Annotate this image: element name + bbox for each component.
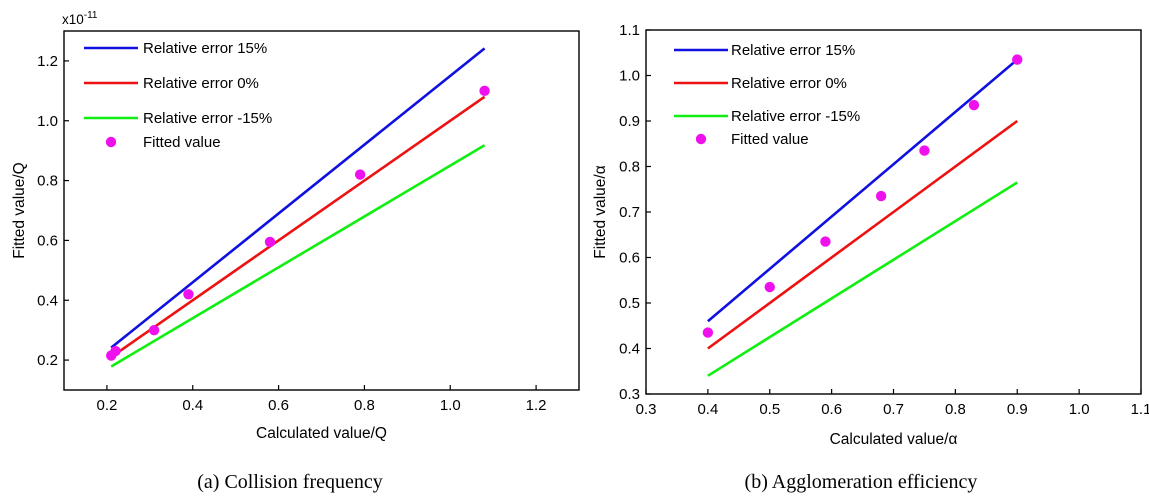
legend-label-fitted-value: Fitted value — [143, 134, 221, 151]
legend-swatch-fitted-value — [695, 133, 707, 145]
legend-label-relative-error-minus-15: Relative error -15% — [143, 110, 272, 127]
series-line-relative-error-minus-15 — [110, 144, 486, 368]
chart-panel-collision-frequency: (a) Collision frequency 0.2 0.4 0.6 0.8 1.0 1… — [11, 10, 580, 493]
x-tick-label: 0.4 — [182, 397, 203, 414]
chart-panel-agglomeration-efficiency: (b) Agglomeration efficiency 0.3 0.4 0.5 0.… — [592, 22, 1149, 493]
x-tick-label: 0.6 — [821, 401, 842, 418]
x-tick-label: 0.8 — [354, 397, 375, 414]
y-tick-label: 0.5 — [619, 295, 640, 312]
y-tick-label: 1.2 — [37, 53, 58, 70]
legend-label-relative-error-15: Relative error 15% — [731, 42, 855, 59]
legend: Relative error 15% Relative error 0% Relat… — [84, 40, 272, 151]
y-tick-label: 0.4 — [619, 341, 640, 358]
plot-area-frame — [63, 30, 580, 391]
data-point-fitted-value — [820, 236, 831, 247]
y-tick-label: 0.2 — [37, 352, 58, 369]
data-point-fitted-value — [479, 85, 490, 97]
y-tick-label: 1.0 — [37, 113, 58, 130]
y-axis-multiplier-exponent: -11 — [84, 10, 98, 21]
x-axis-title: Calculated value/α — [830, 431, 958, 448]
y-axis-multiplier: x10-11 — [62, 10, 98, 27]
legend-label-relative-error-0: Relative error 0% — [143, 75, 259, 92]
y-tick-label: 0.9 — [619, 113, 640, 130]
data-point-fitted-value — [264, 236, 276, 248]
y-tick-label: 0.6 — [37, 232, 58, 249]
series-line-relative-error-0 — [110, 95, 486, 359]
data-point-fitted-value — [875, 190, 887, 202]
data-point-fitted-value — [702, 327, 714, 338]
x-tick-label: 0.9 — [1007, 401, 1028, 418]
x-tick-label: 0.2 — [96, 397, 117, 414]
data-point-fitted-value — [919, 145, 930, 156]
x-tick-label: 0.4 — [697, 401, 718, 418]
y-tick-label: 0.3 — [619, 386, 640, 403]
data-point-fitted-value — [968, 99, 980, 111]
y-tick-label: 1.1 — [619, 22, 640, 39]
data-point-fitted-value — [110, 345, 121, 357]
legend-label-relative-error-minus-15: Relative error -15% — [731, 108, 860, 125]
data-point-fitted-value — [148, 324, 160, 336]
caption-agglomeration-efficiency: (b) Agglomeration efficiency — [745, 471, 978, 493]
x-axis-title: Calculated value/Q — [256, 425, 387, 442]
y-axis-title: Fitted value/Q — [11, 162, 28, 259]
x-tick-label: 0.7 — [883, 401, 904, 418]
y-tick-label: 1.0 — [619, 68, 640, 85]
y-tick-label: 0.8 — [37, 173, 58, 190]
data-point-fitted-value — [183, 289, 194, 300]
y-tick-label: 0.7 — [619, 204, 640, 221]
legend-label-relative-error-15: Relative error 15% — [143, 40, 267, 57]
series-line-relative-error-15 — [110, 47, 486, 349]
y-tick-label: 0.6 — [619, 250, 640, 267]
x-tick-label: 1.0 — [1069, 401, 1090, 418]
x-tick-label: 0.5 — [759, 401, 780, 418]
caption-collision-frequency: (a) Collision frequency — [197, 471, 383, 493]
x-tick-label: 1.0 — [440, 397, 461, 414]
data-point-fitted-value — [354, 169, 366, 180]
x-tick-label: 0.6 — [268, 397, 289, 414]
y-tick-label: 0.4 — [37, 292, 58, 309]
series-line-relative-error-0 — [707, 119, 1019, 350]
y-axis-title: Fitted value/α — [592, 165, 609, 258]
x-tick-label: 0.3 — [636, 401, 657, 418]
x-tick-label: 1.2 — [526, 397, 547, 414]
data-point-fitted-value — [1012, 54, 1023, 65]
legend-swatch-fitted-value — [105, 136, 117, 148]
y-tick-label: 0.8 — [619, 159, 640, 176]
series-line-relative-error-15 — [707, 58, 1019, 323]
x-tick-label: 0.8 — [945, 401, 966, 418]
legend-label-relative-error-0: Relative error 0% — [731, 75, 847, 92]
legend: Relative error 15% Relative error 0% Relat… — [674, 42, 860, 148]
x-tick-label: 1.1 — [1131, 401, 1149, 418]
series-line-relative-error-minus-15 — [707, 181, 1018, 377]
legend-label-fitted-value: Fitted value — [731, 131, 809, 148]
data-point-fitted-value — [764, 281, 775, 293]
